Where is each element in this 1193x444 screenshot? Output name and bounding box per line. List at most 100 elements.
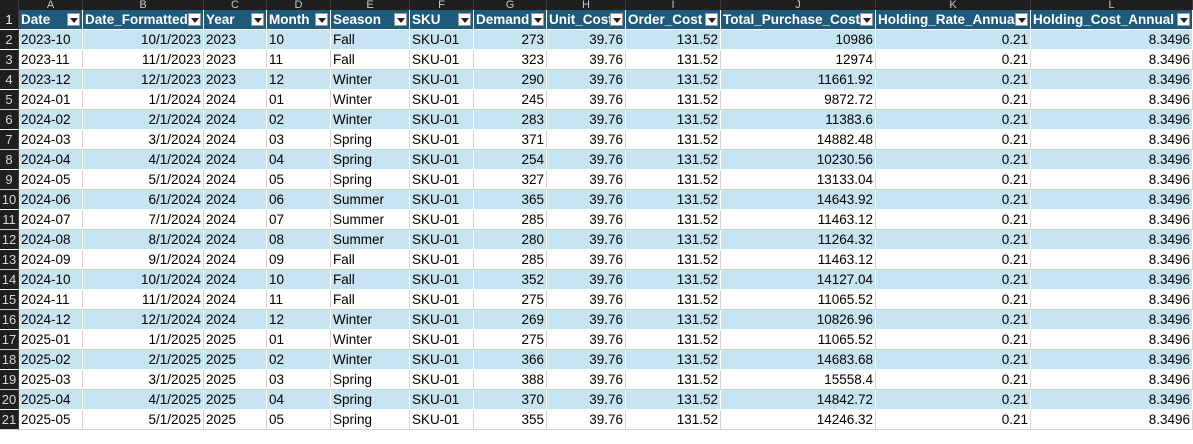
table-cell[interactable]: 245 bbox=[474, 90, 547, 110]
header-cell[interactable]: Season bbox=[331, 10, 410, 30]
table-cell[interactable]: Spring bbox=[331, 170, 410, 190]
table-cell[interactable]: 39.76 bbox=[547, 270, 626, 290]
table-cell[interactable]: 131.52 bbox=[626, 330, 721, 350]
table-cell[interactable]: 283 bbox=[474, 110, 547, 130]
row-number[interactable]: 4 bbox=[0, 70, 19, 90]
table-cell[interactable]: 275 bbox=[474, 330, 547, 350]
table-cell[interactable]: SKU-01 bbox=[410, 210, 474, 230]
filter-dropdown-icon[interactable] bbox=[394, 13, 407, 26]
table-cell[interactable]: 0.21 bbox=[876, 210, 1031, 230]
select-all-corner[interactable] bbox=[0, 0, 19, 10]
table-cell[interactable]: 0.21 bbox=[876, 130, 1031, 150]
table-cell[interactable]: 8.3496 bbox=[1031, 250, 1193, 270]
table-cell[interactable]: 131.52 bbox=[626, 290, 721, 310]
table-cell[interactable]: 8.3496 bbox=[1031, 70, 1193, 90]
row-number[interactable]: 11 bbox=[0, 210, 19, 230]
row-number[interactable]: 6 bbox=[0, 110, 19, 130]
row-number[interactable]: 19 bbox=[0, 370, 19, 390]
table-cell[interactable]: 11065.52 bbox=[721, 330, 876, 350]
table-cell[interactable]: 2025-05 bbox=[19, 410, 83, 430]
table-cell[interactable]: Winter bbox=[331, 110, 410, 130]
header-cell[interactable]: Date_Formatted bbox=[83, 10, 204, 30]
table-cell[interactable]: SKU-01 bbox=[410, 170, 474, 190]
table-cell[interactable]: 0.21 bbox=[876, 190, 1031, 210]
row-number[interactable]: 5 bbox=[0, 90, 19, 110]
table-cell[interactable]: 285 bbox=[474, 250, 547, 270]
table-cell[interactable]: 131.52 bbox=[626, 370, 721, 390]
row-number[interactable]: 16 bbox=[0, 310, 19, 330]
table-cell[interactable]: 131.52 bbox=[626, 130, 721, 150]
column-letter-h[interactable]: H bbox=[547, 0, 626, 10]
table-cell[interactable]: SKU-01 bbox=[410, 30, 474, 50]
table-cell[interactable]: 39.76 bbox=[547, 190, 626, 210]
table-cell[interactable]: 2/1/2024 bbox=[83, 110, 204, 130]
table-cell[interactable]: 10/1/2024 bbox=[83, 270, 204, 290]
table-cell[interactable]: SKU-01 bbox=[410, 50, 474, 70]
table-cell[interactable]: 39.76 bbox=[547, 290, 626, 310]
table-cell[interactable]: 2024-02 bbox=[19, 110, 83, 130]
table-cell[interactable]: 10826.96 bbox=[721, 310, 876, 330]
table-cell[interactable]: 2024 bbox=[204, 310, 267, 330]
table-cell[interactable]: 05 bbox=[267, 410, 331, 430]
table-cell[interactable]: 8.3496 bbox=[1031, 130, 1193, 150]
table-cell[interactable]: 1/1/2024 bbox=[83, 90, 204, 110]
table-cell[interactable]: 0.21 bbox=[876, 310, 1031, 330]
column-letter-d[interactable]: D bbox=[267, 0, 331, 10]
table-cell[interactable]: 10230.56 bbox=[721, 150, 876, 170]
header-cell[interactable]: Total_Purchase_Cost bbox=[721, 10, 876, 30]
table-cell[interactable]: 355 bbox=[474, 410, 547, 430]
table-cell[interactable]: SKU-01 bbox=[410, 250, 474, 270]
table-cell[interactable]: 254 bbox=[474, 150, 547, 170]
table-cell[interactable]: 11/1/2024 bbox=[83, 290, 204, 310]
header-cell[interactable]: SKU bbox=[410, 10, 474, 30]
table-cell[interactable]: 352 bbox=[474, 270, 547, 290]
table-cell[interactable]: 371 bbox=[474, 130, 547, 150]
table-cell[interactable]: 2025 bbox=[204, 350, 267, 370]
table-cell[interactable]: 10 bbox=[267, 30, 331, 50]
table-cell[interactable]: 39.76 bbox=[547, 130, 626, 150]
table-cell[interactable]: 12/1/2024 bbox=[83, 310, 204, 330]
table-cell[interactable]: 8.3496 bbox=[1031, 230, 1193, 250]
table-cell[interactable]: Spring bbox=[331, 410, 410, 430]
table-cell[interactable]: 0.21 bbox=[876, 410, 1031, 430]
filter-dropdown-icon[interactable] bbox=[1177, 13, 1190, 26]
table-cell[interactable]: 01 bbox=[267, 330, 331, 350]
table-cell[interactable]: 11065.52 bbox=[721, 290, 876, 310]
table-cell[interactable]: SKU-01 bbox=[410, 270, 474, 290]
table-cell[interactable]: Spring bbox=[331, 130, 410, 150]
table-cell[interactable]: 09 bbox=[267, 250, 331, 270]
table-cell[interactable]: 0.21 bbox=[876, 390, 1031, 410]
table-cell[interactable]: 2/1/2025 bbox=[83, 350, 204, 370]
table-cell[interactable]: 2024 bbox=[204, 150, 267, 170]
row-number[interactable]: 18 bbox=[0, 350, 19, 370]
table-cell[interactable]: 327 bbox=[474, 170, 547, 190]
table-cell[interactable]: 2024-12 bbox=[19, 310, 83, 330]
table-cell[interactable]: 39.76 bbox=[547, 90, 626, 110]
table-cell[interactable]: SKU-01 bbox=[410, 390, 474, 410]
table-cell[interactable]: 8.3496 bbox=[1031, 110, 1193, 130]
column-letter-k[interactable]: K bbox=[876, 0, 1031, 10]
table-cell[interactable]: 10/1/2023 bbox=[83, 30, 204, 50]
table-cell[interactable]: 131.52 bbox=[626, 410, 721, 430]
column-letter-l[interactable]: L bbox=[1031, 0, 1193, 10]
table-cell[interactable]: 11383.6 bbox=[721, 110, 876, 130]
table-cell[interactable]: 0.21 bbox=[876, 150, 1031, 170]
table-cell[interactable]: 2025-03 bbox=[19, 370, 83, 390]
table-cell[interactable]: 2025-04 bbox=[19, 390, 83, 410]
table-cell[interactable]: SKU-01 bbox=[410, 230, 474, 250]
table-cell[interactable]: 13133.04 bbox=[721, 170, 876, 190]
table-cell[interactable]: 0.21 bbox=[876, 50, 1031, 70]
table-cell[interactable]: SKU-01 bbox=[410, 370, 474, 390]
column-letter-c[interactable]: C bbox=[204, 0, 267, 10]
table-cell[interactable]: SKU-01 bbox=[410, 110, 474, 130]
table-cell[interactable]: 0.21 bbox=[876, 110, 1031, 130]
row-number[interactable]: 12 bbox=[0, 230, 19, 250]
column-letter-b[interactable]: B bbox=[83, 0, 204, 10]
table-cell[interactable]: 131.52 bbox=[626, 30, 721, 50]
table-cell[interactable]: 14842.72 bbox=[721, 390, 876, 410]
table-cell[interactable]: Summer bbox=[331, 230, 410, 250]
table-cell[interactable]: 2024-01 bbox=[19, 90, 83, 110]
table-cell[interactable]: 2024 bbox=[204, 90, 267, 110]
column-letter-a[interactable]: A bbox=[19, 0, 83, 10]
table-cell[interactable]: 131.52 bbox=[626, 190, 721, 210]
